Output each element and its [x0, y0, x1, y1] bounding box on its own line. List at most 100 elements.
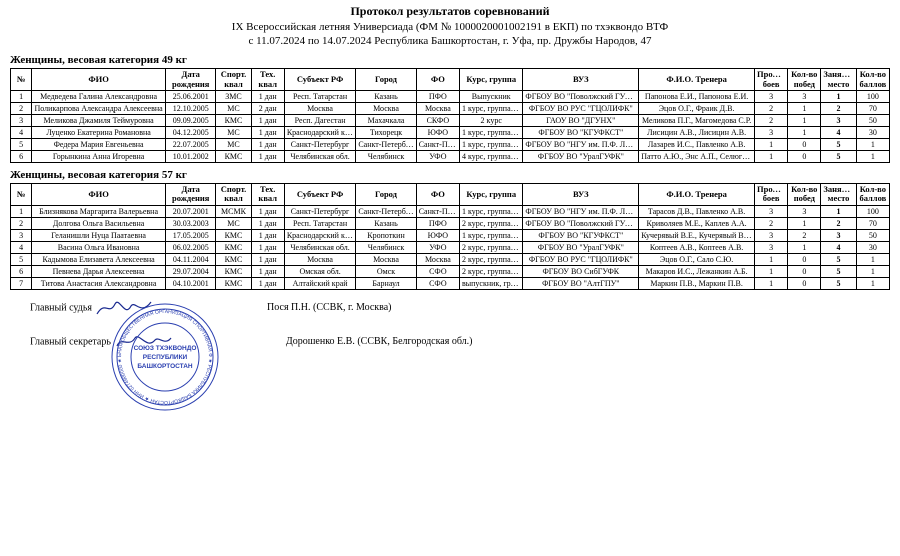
- section-title: Женщины, весовая категория 49 кг: [10, 54, 890, 66]
- cell-vuz: ФГБОУ ВО "АлтГПУ": [523, 277, 639, 289]
- col-coach: Ф.И.О. Тренера: [639, 183, 755, 205]
- cell-birth: 12.10.2005: [166, 102, 216, 114]
- col-kurs: Курс, группа: [460, 69, 523, 91]
- cell-birth: 09.09.2005: [166, 114, 216, 126]
- cell-bouts: 3: [754, 90, 787, 102]
- cell-subj: Омская обл.: [284, 265, 355, 277]
- col-wins: Кол-во побед: [788, 183, 821, 205]
- cell-city: Барнаул: [356, 277, 416, 289]
- cell-vuz: ГАОУ ВО "ДГУНХ": [523, 114, 639, 126]
- table-row: 3Геланишли Нуца Паатаевна17.05.2005КМС1 …: [11, 229, 890, 241]
- cell-kurs: 4 курс, группа 411: [460, 150, 523, 162]
- cell-birth: 22.07.2005: [166, 138, 216, 150]
- chief-judge-name: Пося П.Н. (ССВК, г. Москва): [267, 302, 391, 313]
- cell-fio: Кадымова Елизавета Алексеевна: [32, 253, 166, 265]
- table-row: 4Луценко Екатерина Романовна04.12.2005МС…: [11, 126, 890, 138]
- cell-coach: Эцов О.Г., Сало С.Ю.: [639, 253, 755, 265]
- cell-sport: МС: [216, 102, 251, 114]
- cell-fo: СФО: [416, 277, 459, 289]
- cell-subj: Москва: [284, 102, 355, 114]
- cell-fo: ЮФО: [416, 229, 459, 241]
- cell-fo: ПФО: [416, 217, 459, 229]
- cell-fo: СКФО: [416, 114, 459, 126]
- cell-birth: 17.05.2005: [166, 229, 216, 241]
- cell-subj: Москва: [284, 253, 355, 265]
- cell-coach: Патто А.Ю., Энс А.П., Селюгина А.А.: [639, 150, 755, 162]
- cell-fio: Близнякова Маргарита Валерьевна: [32, 205, 166, 217]
- cell-wins: 0: [788, 253, 821, 265]
- cell-points: 1: [856, 265, 889, 277]
- footer: Главный судья Пося П.Н. (ССВК, г. Москва…: [10, 298, 890, 418]
- cell-place: 5: [821, 150, 856, 162]
- cell-wins: 0: [788, 277, 821, 289]
- cell-num: 3: [11, 114, 32, 126]
- cell-city: Казань: [356, 217, 416, 229]
- cell-vuz: ФГБОУ ВО "УралГУФК": [523, 150, 639, 162]
- cell-num: 1: [11, 90, 32, 102]
- svg-text:РЕСПУБЛИКИ: РЕСПУБЛИКИ: [143, 354, 188, 361]
- cell-subj: Челябинская обл.: [284, 241, 355, 253]
- cell-coach: Тарасов Д.В., Павленко А.В.: [639, 205, 755, 217]
- cell-vuz: ФГБОУ ВО "УралГУФК": [523, 241, 639, 253]
- cell-fio: Луценко Екатерина Романовна: [32, 126, 166, 138]
- cell-fio: Меликова Джамиля Теймуровна: [32, 114, 166, 126]
- col-bouts: Провед. боев: [754, 69, 787, 91]
- cell-num: 3: [11, 229, 32, 241]
- cell-points: 100: [856, 205, 889, 217]
- cell-coach: Криволяев М.Е., Каплев А.А.: [639, 217, 755, 229]
- cell-points: 70: [856, 102, 889, 114]
- cell-coach: Меликова П.Г., Магомедова С.Р.: [639, 114, 755, 126]
- signature-icon: [113, 332, 173, 352]
- cell-points: 50: [856, 114, 889, 126]
- cell-place: 2: [821, 102, 856, 114]
- section-title: Женщины, весовая категория 57 кг: [10, 169, 890, 181]
- cell-sport: КМС: [216, 241, 251, 253]
- sections: Женщины, весовая категория 49 кг№ФИОДата…: [10, 54, 890, 289]
- cell-wins: 3: [788, 90, 821, 102]
- col-points: Кол-во баллов: [856, 69, 889, 91]
- cell-birth: 25.06.2001: [166, 90, 216, 102]
- cell-tech: 1 дан: [251, 265, 284, 277]
- col-place: Занятое место: [821, 183, 856, 205]
- cell-kurs: 2 курс, группа 211: [460, 241, 523, 253]
- cell-sport: КМС: [216, 150, 251, 162]
- col-place: Занятое место: [821, 69, 856, 91]
- cell-num: 6: [11, 265, 32, 277]
- cell-bouts: 1: [754, 265, 787, 277]
- svg-text:БАШКОРТОСТАН: БАШКОРТОСТАН: [137, 363, 193, 370]
- cell-coach: Маркин П.В., Маркин П.В.: [639, 277, 755, 289]
- cell-place: 5: [821, 138, 856, 150]
- cell-points: 100: [856, 90, 889, 102]
- cell-city: Махачкала: [356, 114, 416, 126]
- cell-wins: 1: [788, 102, 821, 114]
- cell-vuz: ФГБОУ ВО "Поволжский ГУФКСиТ": [523, 90, 639, 102]
- col-subj: Субъект РФ: [284, 69, 355, 91]
- cell-num: 5: [11, 138, 32, 150]
- cell-bouts: 2: [754, 114, 787, 126]
- cell-tech: 1 дан: [251, 253, 284, 265]
- table-row: 1Медведева Галина Александровна25.06.200…: [11, 90, 890, 102]
- cell-birth: 04.11.2004: [166, 253, 216, 265]
- cell-tech: 1 дан: [251, 241, 284, 253]
- cell-num: 5: [11, 253, 32, 265]
- cell-sport: КМС: [216, 265, 251, 277]
- cell-vuz: ФГБОУ ВО РУС "ГЦОЛИФК": [523, 102, 639, 114]
- cell-sport: МСМК: [216, 205, 251, 217]
- cell-coach: Лисицин А.В., Лисицин А.В.: [639, 126, 755, 138]
- cell-fio: Геланишли Нуца Паатаевна: [32, 229, 166, 241]
- cell-fo: Санкт-Петербург: [416, 205, 459, 217]
- cell-bouts: 1: [754, 150, 787, 162]
- cell-num: 2: [11, 102, 32, 114]
- table-row: 3Меликова Джамиля Теймуровна09.09.2005КМ…: [11, 114, 890, 126]
- cell-fo: УФО: [416, 150, 459, 162]
- cell-points: 30: [856, 241, 889, 253]
- cell-city: Санкт-Петербург: [356, 205, 416, 217]
- cell-wins: 1: [788, 114, 821, 126]
- cell-birth: 10.01.2002: [166, 150, 216, 162]
- cell-subj: Санкт-Петербург: [284, 205, 355, 217]
- cell-sport: МС: [216, 217, 251, 229]
- header-subtitle: IX Всероссийская летняя Универсиада (ФМ …: [10, 20, 890, 34]
- cell-place: 2: [821, 217, 856, 229]
- cell-fio: Певнева Дарья Алексеевна: [32, 265, 166, 277]
- report-header: Протокол результатов соревнований IX Все…: [10, 4, 890, 48]
